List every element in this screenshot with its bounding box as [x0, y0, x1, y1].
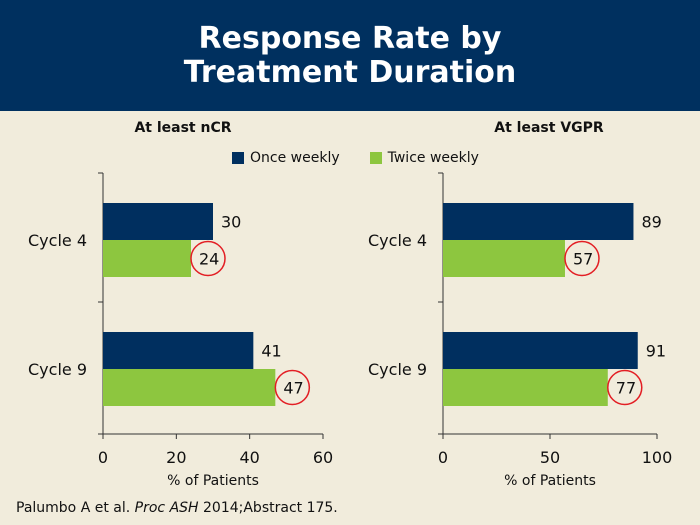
category-label-ncr-0: Cycle 4	[28, 231, 87, 250]
data-label-vgpr-0-0: 89	[641, 213, 661, 232]
highlight-circle-ncr-1-1	[274, 369, 311, 406]
bar-ncr-0-1	[103, 240, 191, 277]
category-label-vgpr-1: Cycle 9	[368, 360, 427, 379]
x-tick-label-ncr-40: 40	[239, 448, 259, 467]
bar-vgpr-1-0	[443, 332, 638, 369]
data-label-vgpr-1-1: 77	[616, 379, 636, 398]
citation: Palumbo A et al. Proc ASH 2014;Abstract …	[16, 500, 338, 516]
x-tick-label-ncr-60: 60	[313, 448, 333, 467]
highlight-circle-vgpr-1-1	[607, 369, 643, 406]
x-tick-label-ncr-20: 20	[166, 448, 186, 467]
citation-journal: Proc ASH	[134, 500, 199, 516]
bar-vgpr-0-1	[443, 240, 565, 277]
legend-label-once-weekly: Once weekly	[250, 150, 340, 166]
x-tick-label-vgpr-50: 50	[540, 448, 560, 467]
data-label-vgpr-0-1: 57	[573, 250, 593, 269]
slide-title-line-2: Treatment Duration	[183, 54, 517, 90]
bar-ncr-0-0	[103, 203, 213, 240]
data-label-ncr-0-1: 24	[199, 250, 219, 269]
x-tick-label-vgpr-0: 0	[438, 448, 448, 467]
bar-ncr-1-1	[103, 369, 276, 406]
bar-ncr-1-0	[103, 332, 254, 369]
citation-rest: 2014;Abstract 175.	[198, 500, 338, 516]
bar-vgpr-0-0	[443, 203, 634, 240]
slide-title-line-1: Response Rate by	[198, 20, 502, 56]
bar-vgpr-1-1	[443, 369, 608, 406]
data-label-ncr-1-1: 47	[283, 379, 303, 398]
legend-swatch-once-weekly	[232, 152, 244, 164]
right-panel-title: At least VGPR	[494, 120, 604, 136]
legend-swatch-twice-weekly	[369, 152, 382, 164]
highlight-circle-ncr-0-1	[190, 240, 226, 277]
highlight-circle-vgpr-0-1	[564, 240, 600, 277]
left-panel-title: At least nCR	[134, 120, 232, 136]
citation-authors: Palumbo A et al.	[16, 500, 135, 516]
x-axis-label-ncr: % of Patients	[167, 473, 259, 489]
x-tick-label-vgpr-100: 100	[642, 448, 673, 467]
legend-item-once-weekly: Once weekly	[232, 150, 340, 166]
category-label-ncr-1: Cycle 9	[28, 360, 87, 379]
legend-item-twice-weekly: Twice weekly	[369, 150, 479, 166]
category-label-vgpr-0: Cycle 4	[368, 231, 427, 250]
legend-label-twice-weekly: Twice weekly	[387, 150, 479, 166]
data-label-ncr-0-0: 30	[221, 213, 241, 232]
data-label-ncr-1-0: 41	[261, 342, 281, 361]
data-label-vgpr-1-0: 91	[646, 342, 666, 361]
x-tick-label-ncr-0: 0	[98, 448, 108, 467]
slide-header: Response Rate by Treatment Duration	[0, 0, 700, 111]
legend: Once weekly Twice weekly	[232, 150, 509, 166]
x-axis-label-vgpr: % of Patients	[504, 473, 596, 489]
